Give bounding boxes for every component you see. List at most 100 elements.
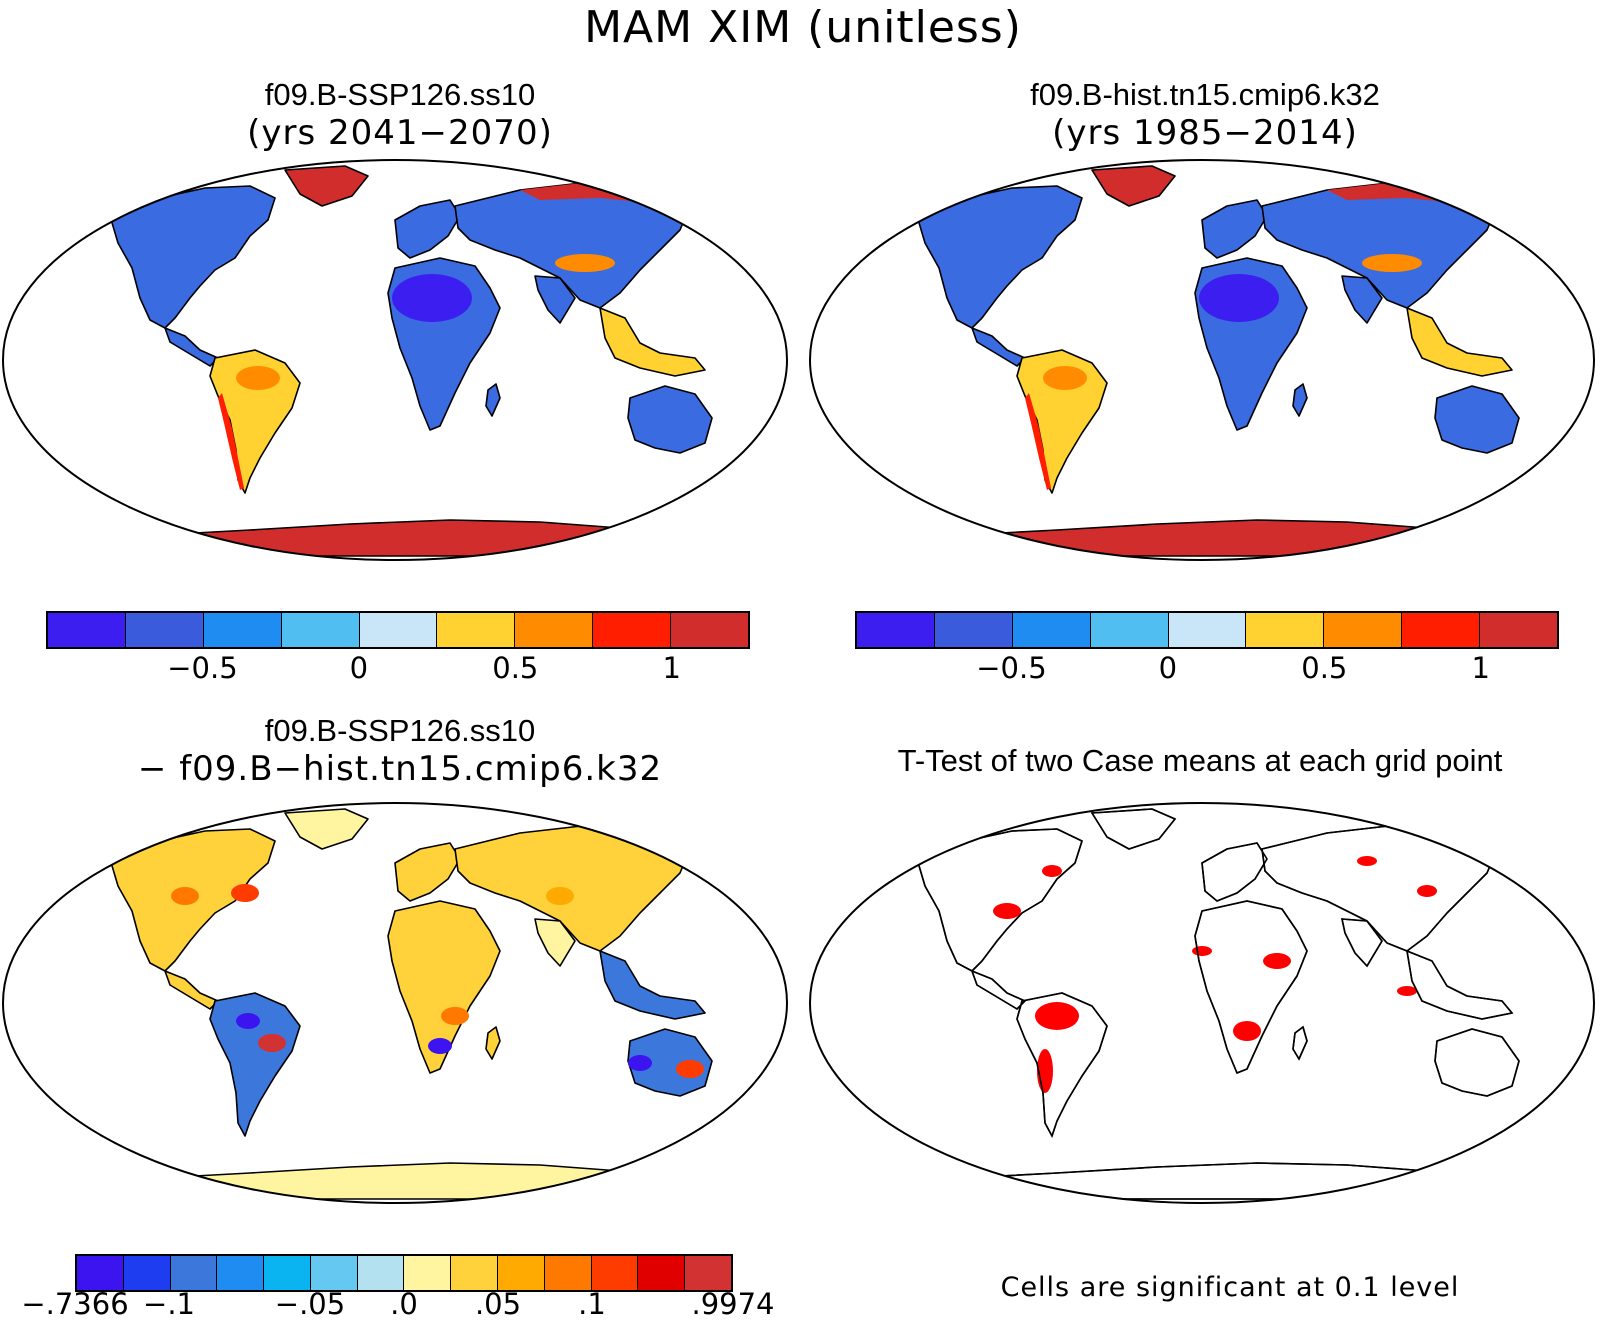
colorbar-swatch xyxy=(1168,613,1247,647)
colorbar-swatch xyxy=(1090,613,1169,647)
panel-4-title: T-Test of two Case means at each grid po… xyxy=(897,743,1503,778)
landmass-northAmerica xyxy=(916,185,1083,329)
colorbar-swatch xyxy=(170,1256,218,1290)
difference-hotspot xyxy=(171,887,199,905)
colorbar-tick-label: −0.5 xyxy=(976,651,1047,685)
significant-cell-cluster xyxy=(1397,986,1417,996)
andes-region xyxy=(1025,393,1051,490)
map-border xyxy=(809,802,1595,1204)
difference-hotspot xyxy=(441,1007,469,1025)
colorbar-swatch xyxy=(404,1256,452,1290)
colorbar-tick-label: −.05 xyxy=(274,1287,346,1321)
landmass-seAsia xyxy=(599,307,706,377)
colorbar-swatch xyxy=(1480,613,1558,647)
colorbar-tick-label: .05 xyxy=(474,1287,522,1321)
map-panel-hist xyxy=(809,159,1595,561)
colorbar-swatch xyxy=(857,613,935,647)
panel-1-title: f09.B-SSP126.ss10 xyxy=(264,77,536,112)
panel-3-subtitle: − f09.B−hist.tn15.cmip6.k32 xyxy=(137,749,663,789)
colorbar-tick-label: 0.5 xyxy=(1301,651,1348,685)
sahara-region xyxy=(1199,274,1279,322)
colorbar-swatch xyxy=(1012,613,1091,647)
colorbar-swatch xyxy=(357,1256,405,1290)
colorbar-tick-label: .9974 xyxy=(691,1287,775,1321)
colorbar-swatch xyxy=(638,1256,686,1290)
colorbar-swatch xyxy=(217,1256,265,1290)
landmass-australia xyxy=(1434,385,1520,454)
colorbar-tick-label: 0 xyxy=(1158,651,1178,685)
panel-1-subtitle: (yrs 2041−2070) xyxy=(247,113,553,153)
significant-cell-cluster xyxy=(1233,1021,1261,1041)
panel-3-title: f09.B-SSP126.ss10 xyxy=(264,713,536,748)
difference-hotspot xyxy=(546,887,574,905)
colorbar-swatch xyxy=(1402,613,1481,647)
difference-hotspot xyxy=(258,1034,286,1052)
colorbar-tick-label: −.1 xyxy=(143,1287,195,1321)
colorbar-swatch xyxy=(310,1256,358,1290)
landmass-europe xyxy=(394,842,461,902)
landmass-india xyxy=(1341,275,1383,324)
andes-region xyxy=(218,393,244,490)
colorbar-tick-label: .1 xyxy=(578,1287,606,1321)
colorbar-swatch xyxy=(544,1256,592,1290)
landmass-greenland xyxy=(1091,165,1176,207)
landmass-africa xyxy=(387,900,501,1074)
landmass-madagascar xyxy=(1292,383,1308,417)
colorbar-ssp126 xyxy=(46,611,750,649)
map-panel-difference xyxy=(2,802,788,1204)
significant-cell-cluster xyxy=(1357,856,1377,866)
difference-hotspot xyxy=(231,884,259,902)
tibet-region xyxy=(555,254,615,272)
sahara-region xyxy=(392,274,472,322)
landmass-greenland xyxy=(284,808,369,850)
landmass-australia xyxy=(627,1028,713,1097)
significant-cell-cluster xyxy=(1417,885,1437,897)
colorbar-tick-label: 1 xyxy=(662,651,681,685)
colorbar-tick-label: .0 xyxy=(390,1287,418,1321)
amazon-region xyxy=(236,366,280,390)
colorbar-tick-label: 0.5 xyxy=(492,651,539,685)
landmass-india xyxy=(534,275,576,324)
significant-cell-cluster xyxy=(1263,953,1291,969)
difference-hotspot xyxy=(676,1060,704,1078)
landmass-seAsia xyxy=(1406,307,1513,377)
map-border xyxy=(809,159,1595,561)
significant-cell-cluster xyxy=(1042,865,1062,877)
landmass-europe xyxy=(394,199,461,259)
amazon-region xyxy=(1043,366,1087,390)
landmass-northAmerica xyxy=(109,185,276,329)
colorbar-difference-ticks: −.7366 −.1 −.05 .0 .05 .1 .9974 xyxy=(21,1287,774,1323)
landmass-australia xyxy=(627,385,713,454)
colorbar-swatch xyxy=(1246,613,1325,647)
map-panel-ttest xyxy=(809,802,1595,1204)
colorbar-tick-label: 0 xyxy=(349,651,369,685)
colorbar-swatch xyxy=(498,1256,545,1290)
colorbar-hist-ticks: −0.5 0 0.5 1 xyxy=(855,651,1559,691)
colorbar-swatch xyxy=(48,613,126,647)
map-panel-ssp126 xyxy=(2,159,788,561)
colorbar-swatch xyxy=(593,613,672,647)
colorbar-swatch xyxy=(671,613,749,647)
map-border xyxy=(2,802,788,1204)
significant-cell-cluster xyxy=(993,903,1021,919)
colorbar-ssp126-ticks: −0.5 0 0.5 1 xyxy=(46,651,750,691)
panel-2-title: f09.B-hist.tn15.cmip6.k32 xyxy=(1030,77,1380,112)
colorbar-swatch xyxy=(203,613,282,647)
colorbar-swatch xyxy=(515,613,594,647)
colorbar-swatch xyxy=(77,1256,124,1290)
colorbar-swatch xyxy=(685,1256,731,1290)
colorbar-swatch xyxy=(934,613,1013,647)
difference-coldspot xyxy=(428,1038,452,1054)
colorbar-tick-label: −0.5 xyxy=(167,651,238,685)
landmass-europe xyxy=(1201,199,1268,259)
landmass-greenland xyxy=(284,165,369,207)
landmass-madagascar xyxy=(485,1026,501,1060)
colorbar-swatch xyxy=(123,1256,171,1290)
difference-coldspot xyxy=(628,1055,652,1071)
ttest-significance-note: Cells are significant at 0.1 level xyxy=(1000,1272,1460,1303)
figure-title: MAM XIM (unitless) xyxy=(584,2,1022,53)
significant-cell-cluster xyxy=(1035,1002,1079,1030)
landmass-madagascar xyxy=(485,383,501,417)
significant-cell-cluster xyxy=(1192,946,1212,956)
colorbar-swatch xyxy=(281,613,360,647)
